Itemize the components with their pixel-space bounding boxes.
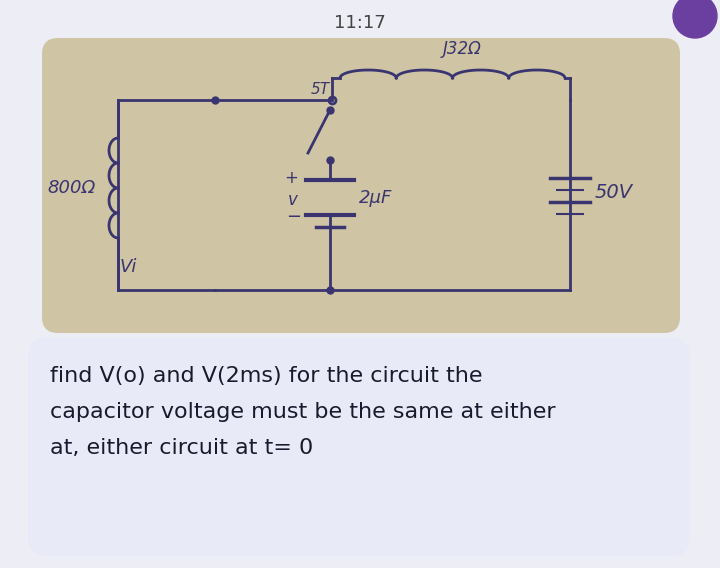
FancyBboxPatch shape (42, 38, 680, 333)
Text: −: − (286, 208, 301, 226)
Text: 5Τ: 5Τ (310, 82, 330, 97)
Text: 50V: 50V (595, 182, 633, 202)
FancyBboxPatch shape (28, 338, 690, 556)
Circle shape (673, 0, 717, 38)
Text: 11:17: 11:17 (334, 14, 386, 32)
Text: J32Ω: J32Ω (443, 40, 482, 58)
Text: Vi: Vi (120, 258, 138, 276)
Text: find V(o) and V(2ms) for the circuit the: find V(o) and V(2ms) for the circuit the (50, 366, 482, 386)
Text: at, either circuit at t= 0: at, either circuit at t= 0 (50, 438, 313, 458)
Text: +: + (284, 169, 298, 187)
Text: 2μF: 2μF (359, 189, 392, 207)
Text: 800Ω: 800Ω (48, 179, 96, 197)
Text: v: v (288, 190, 298, 208)
Text: capacitor voltage must be the same at either: capacitor voltage must be the same at ei… (50, 402, 556, 422)
